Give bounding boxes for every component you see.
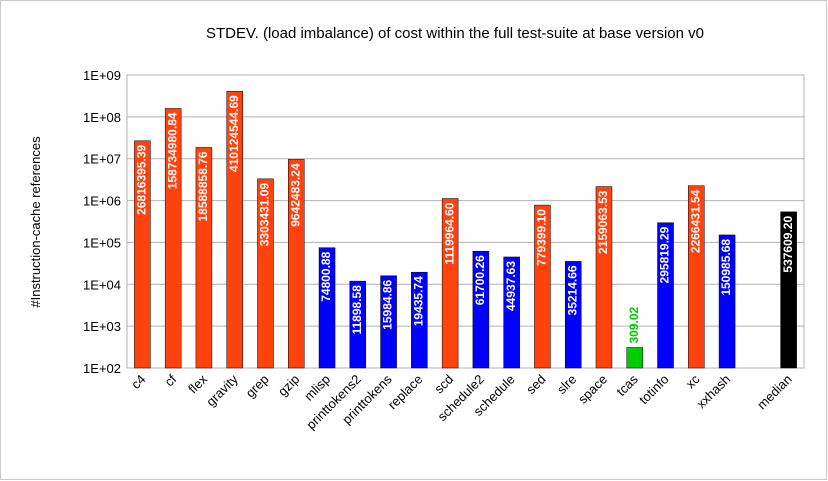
value-label: 2266431.54: [688, 189, 702, 253]
y-tick-label: 1E+03: [83, 319, 121, 334]
bar: [595, 186, 613, 369]
value-label: 26816395.39: [135, 144, 149, 214]
value-label: 15984.86: [381, 279, 395, 329]
bar: [164, 108, 182, 369]
bar: [288, 159, 305, 369]
y-tick-label: 1E+09: [83, 68, 121, 83]
bar: [257, 178, 274, 369]
bar: [780, 211, 797, 369]
bar: [380, 275, 397, 369]
bar: [411, 271, 428, 369]
value-label: 74800.88: [319, 251, 333, 301]
value-label: 9642483.24: [288, 163, 302, 227]
bar: [226, 90, 243, 369]
bar: [318, 247, 336, 369]
value-label: 150985.68: [719, 239, 733, 296]
value-label: 3303431.09: [258, 183, 272, 247]
value-label: 309.02: [627, 306, 641, 343]
value-label: 35214.66: [565, 265, 579, 315]
y-tick-label: 1E+07: [83, 152, 121, 167]
bar: [534, 204, 551, 369]
value-label: 295819.29: [658, 226, 672, 283]
bar: [688, 185, 705, 369]
value-label: 2159063.53: [596, 190, 610, 254]
value-label: 537609.20: [781, 216, 795, 273]
value-label: 410124544.69: [227, 95, 241, 172]
bar: [195, 147, 213, 369]
value-label: 779399.10: [535, 209, 549, 266]
y-axis-label: #Instruction-cache references: [28, 136, 43, 308]
bar: [718, 234, 736, 369]
y-tick-label: 1E+04: [83, 277, 121, 292]
value-label: 11898.58: [350, 285, 364, 335]
y-tick-label: 1E+06: [83, 194, 121, 209]
value-label: 18588858.76: [196, 151, 210, 221]
plot-border: [126, 74, 805, 369]
value-label: 158734980.84: [165, 112, 179, 189]
value-label: 1119964.60: [442, 202, 456, 264]
value-label: 19435.74: [412, 276, 426, 326]
bar: [657, 222, 674, 369]
value-label: 61700.26: [473, 255, 487, 305]
bar: [472, 250, 490, 369]
y-tick-label: 1E+02: [83, 361, 121, 376]
bar: [134, 140, 151, 369]
y-tick-label: 1E+08: [83, 110, 121, 125]
value-label: 44937.63: [504, 261, 518, 311]
chart-title: STDEV. (load imbalance) of cost within t…: [206, 25, 704, 42]
bar: [349, 280, 367, 369]
bar: [626, 347, 643, 369]
bar: [441, 198, 459, 369]
bar: [564, 261, 582, 369]
bar: [503, 256, 520, 369]
y-tick-label: 1E+05: [83, 235, 121, 250]
